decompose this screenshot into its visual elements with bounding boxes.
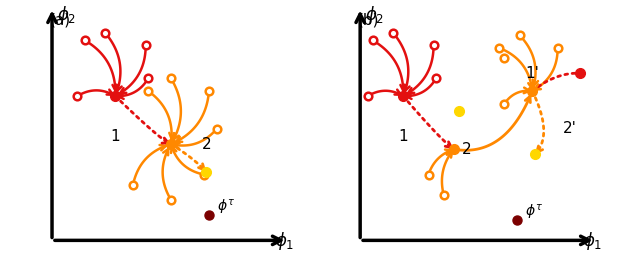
Text: 1: 1	[111, 129, 120, 144]
Text: 1: 1	[398, 129, 408, 144]
Text: 1': 1'	[525, 66, 540, 81]
Text: $\phi_2$: $\phi_2$	[365, 4, 385, 26]
Text: $\phi_2$: $\phi_2$	[57, 4, 76, 26]
Text: (b): (b)	[358, 12, 379, 27]
Text: 2': 2'	[563, 121, 577, 136]
Text: $\phi_1$: $\phi_1$	[584, 230, 603, 252]
Text: $\phi_1$: $\phi_1$	[275, 230, 294, 252]
Text: $\phi^\tau$: $\phi^\tau$	[525, 203, 543, 222]
Text: (a): (a)	[49, 12, 70, 27]
Text: $\phi^\tau$: $\phi^\tau$	[216, 198, 235, 217]
Text: 2: 2	[461, 142, 471, 157]
Text: 2: 2	[202, 137, 211, 152]
